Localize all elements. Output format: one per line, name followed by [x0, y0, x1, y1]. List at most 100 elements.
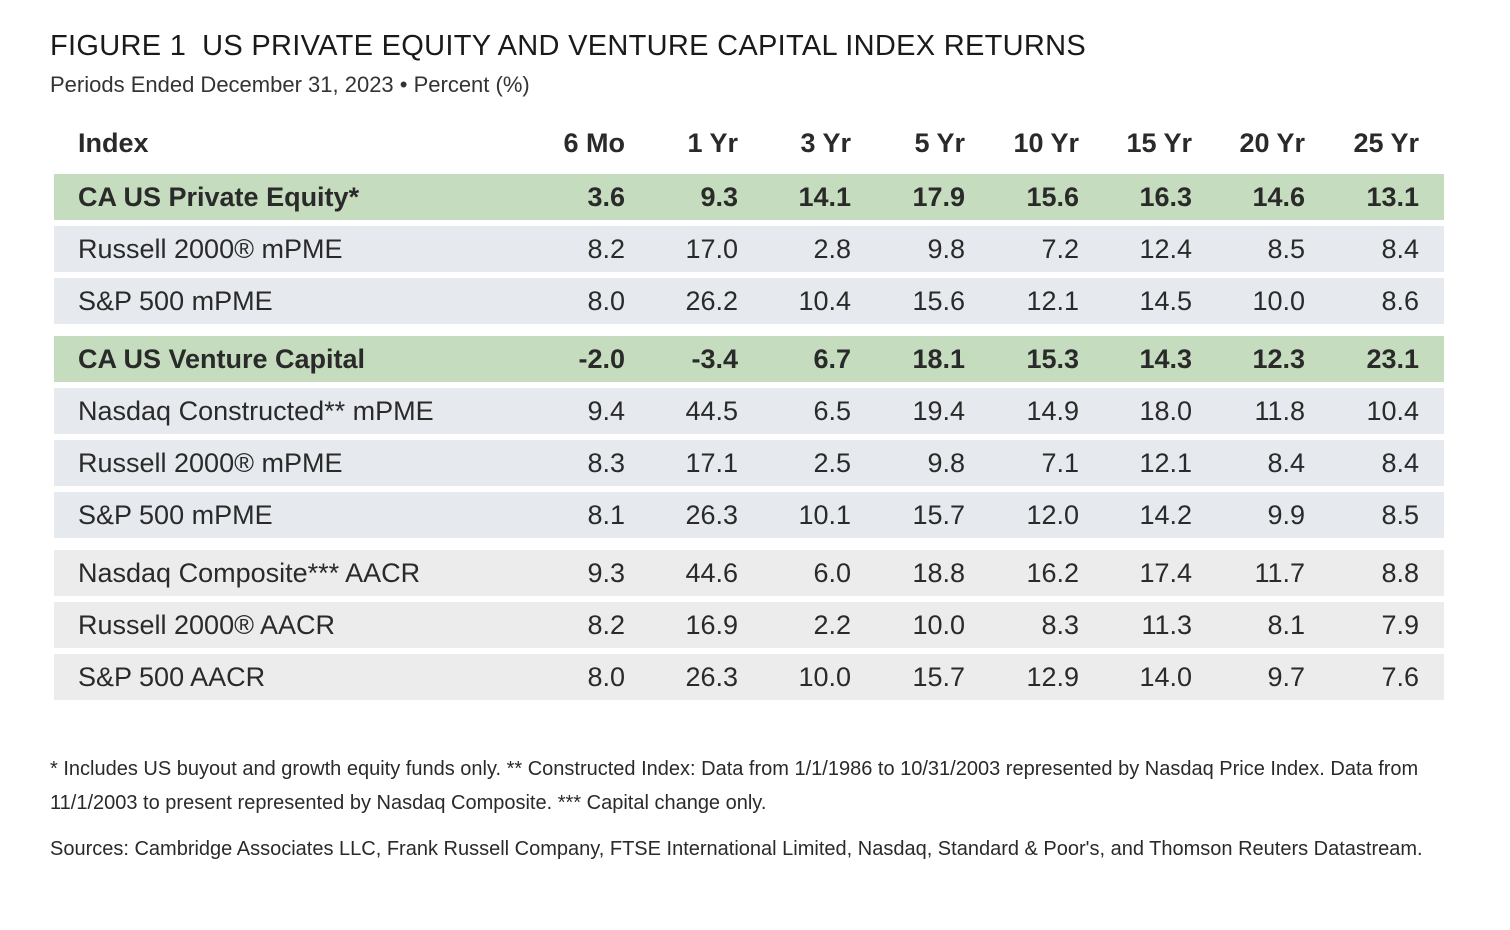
column-header-5: 15 Yr: [1126, 127, 1192, 158]
table-row: Russell 2000® AACR 8.2 16.9 2.2 10.0 8.3 11.3 8…: [54, 602, 1444, 648]
row-7-value-0: 9.3: [587, 557, 625, 588]
row-7-value-5: 17.4: [1139, 557, 1192, 588]
row-9-value-6: 9.7: [1267, 661, 1305, 692]
row-1-value-2: 2.8: [813, 233, 851, 264]
row-1-value-4: 7.2: [1041, 233, 1079, 264]
row-8-value-4: 8.3: [1041, 609, 1079, 640]
row-8-value-2: 2.2: [813, 609, 851, 640]
row-7-value-2: 6.0: [813, 557, 851, 588]
column-header-6: 20 Yr: [1239, 127, 1305, 158]
row-label: S&P 500 mPME: [78, 499, 273, 530]
row-2-value-5: 14.5: [1139, 285, 1192, 316]
row-3-value-4: 15.3: [1026, 343, 1079, 374]
row-label: Russell 2000® mPME: [78, 447, 343, 478]
row-4-value-3: 19.4: [912, 395, 965, 426]
column-header-1: 1 Yr: [687, 127, 738, 158]
row-0-value-4: 15.6: [1026, 181, 1079, 212]
table-row: CA US Private Equity* 3.6 9.3 14.1 17.9 15.6 1…: [54, 174, 1444, 220]
row-7-value-1: 44.6: [685, 557, 738, 588]
column-header-index: Index: [78, 127, 149, 158]
table-row: Russell 2000® mPME 8.3 17.1 2.5 9.8 7.1 12.1 8.…: [54, 440, 1444, 486]
row-2-value-7: 8.6: [1381, 285, 1419, 316]
row-8-value-1: 16.9: [685, 609, 738, 640]
table-row: Nasdaq Constructed** mPME 9.4 44.5 6.5 19.4 1…: [54, 388, 1444, 434]
row-0-value-2: 14.1: [798, 181, 851, 212]
row-6-value-5: 14.2: [1139, 499, 1192, 530]
row-1-value-7: 8.4: [1381, 233, 1419, 264]
row-0-value-5: 16.3: [1139, 181, 1192, 212]
returns-table: Index 6 Mo 1 Yr 3 Yr 5 Yr 10 Yr 15 Yr 20 Yr 25 Y…: [54, 118, 1444, 700]
column-header-3: 5 Yr: [914, 127, 965, 158]
row-label: CA US Private Equity*: [78, 181, 360, 212]
row-label: S&P 500 mPME: [78, 285, 273, 316]
table-row: S&P 500 mPME 8.1 26.3 10.1 15.7 12.0 14.2 9.9 8.…: [54, 492, 1444, 538]
row-3-value-1: -3.4: [691, 343, 738, 374]
row-3-value-7: 23.1: [1366, 343, 1419, 374]
row-1-value-1: 17.0: [685, 233, 738, 264]
row-3-value-6: 12.3: [1252, 343, 1305, 374]
row-2-value-0: 8.0: [587, 285, 625, 316]
row-6-value-2: 10.1: [798, 499, 851, 530]
row-8-value-3: 10.0: [912, 609, 965, 640]
table-row: S&P 500 mPME 8.0 26.2 10.4 15.6 12.1 14.5 10.0 8…: [54, 278, 1444, 324]
row-5-value-1: 17.1: [685, 447, 738, 478]
footnote: * Includes US buyout and growth equity f…: [50, 758, 1419, 814]
row-7-value-7: 8.8: [1381, 557, 1419, 588]
row-9-value-1: 26.3: [685, 661, 738, 692]
row-4-value-0: 9.4: [587, 395, 625, 426]
row-8-value-6: 8.1: [1267, 609, 1305, 640]
row-5-value-0: 8.3: [587, 447, 625, 478]
row-9-value-7: 7.6: [1381, 661, 1419, 692]
row-4-value-1: 44.5: [685, 395, 738, 426]
column-header-7: 25 Yr: [1353, 127, 1419, 158]
row-4-value-2: 6.5: [813, 395, 851, 426]
notes-section: * Includes US buyout and growth equity f…: [50, 752, 1450, 866]
row-7-value-4: 16.2: [1026, 557, 1079, 588]
row-1-value-0: 8.2: [587, 233, 625, 264]
column-header-0: 6 Mo: [563, 127, 625, 158]
row-4-value-6: 11.8: [1254, 395, 1305, 426]
row-9-value-4: 12.9: [1026, 661, 1079, 692]
row-3-value-0: -2.0: [578, 343, 625, 374]
row-0-value-3: 17.9: [912, 181, 965, 212]
row-label: Nasdaq Composite*** AACR: [78, 557, 421, 588]
table-row: S&P 500 AACR 8.0 26.3 10.0 15.7 12.9 14.0 9.7 7.…: [54, 654, 1444, 700]
row-7-value-3: 18.8: [912, 557, 965, 588]
row-label: Nasdaq Constructed** mPME: [78, 395, 434, 426]
row-3-value-3: 18.1: [912, 343, 965, 374]
row-6-value-3: 15.7: [912, 499, 965, 530]
row-2-value-3: 15.6: [912, 285, 965, 316]
table-row: Nasdaq Composite*** AACR 9.3 44.6 6.0 18.8 16…: [54, 550, 1444, 596]
row-label: Russell 2000® mPME: [78, 233, 343, 264]
row-3-value-2: 6.7: [813, 343, 851, 374]
row-1-value-3: 9.8: [927, 233, 965, 264]
row-9-value-2: 10.0: [798, 661, 851, 692]
column-header-2: 3 Yr: [800, 127, 851, 158]
row-6-value-0: 8.1: [587, 499, 625, 530]
figure-subtitle: Periods Ended December 31, 2023 • Percen…: [50, 72, 530, 97]
row-0-value-1: 9.3: [700, 181, 738, 212]
row-6-value-4: 12.0: [1026, 499, 1079, 530]
row-5-value-2: 2.5: [813, 447, 851, 478]
row-5-value-7: 8.4: [1381, 447, 1419, 478]
row-9-value-3: 15.7: [912, 661, 965, 692]
row-label: Russell 2000® AACR: [78, 609, 336, 640]
row-8-value-5: 11.3: [1141, 609, 1192, 640]
row-3-value-5: 14.3: [1139, 343, 1192, 374]
row-5-value-3: 9.8: [927, 447, 965, 478]
row-0-value-6: 14.6: [1252, 181, 1305, 212]
row-8-value-0: 8.2: [587, 609, 625, 640]
row-4-value-5: 18.0: [1139, 395, 1192, 426]
row-0-value-0: 3.6: [587, 181, 625, 212]
row-5-value-6: 8.4: [1267, 447, 1305, 478]
row-1-value-5: 12.4: [1139, 233, 1192, 264]
row-6-value-1: 26.3: [685, 499, 738, 530]
row-2-value-1: 26.2: [685, 285, 738, 316]
row-label: CA US Venture Capital: [78, 343, 366, 374]
table-header: Index 6 Mo 1 Yr 3 Yr 5 Yr 10 Yr 15 Yr 20 Yr 25 Y…: [54, 118, 1444, 168]
row-4-value-4: 14.9: [1026, 395, 1079, 426]
figure-title-text: US PRIVATE EQUITY AND VENTURE CAPITAL IN…: [202, 30, 1086, 62]
row-2-value-6: 10.0: [1252, 285, 1305, 316]
figure-label: FIGURE 1: [50, 30, 187, 62]
figure-title: FIGURE 1 US PRIVATE EQUITY AND VENTURE CA…: [50, 30, 1086, 63]
